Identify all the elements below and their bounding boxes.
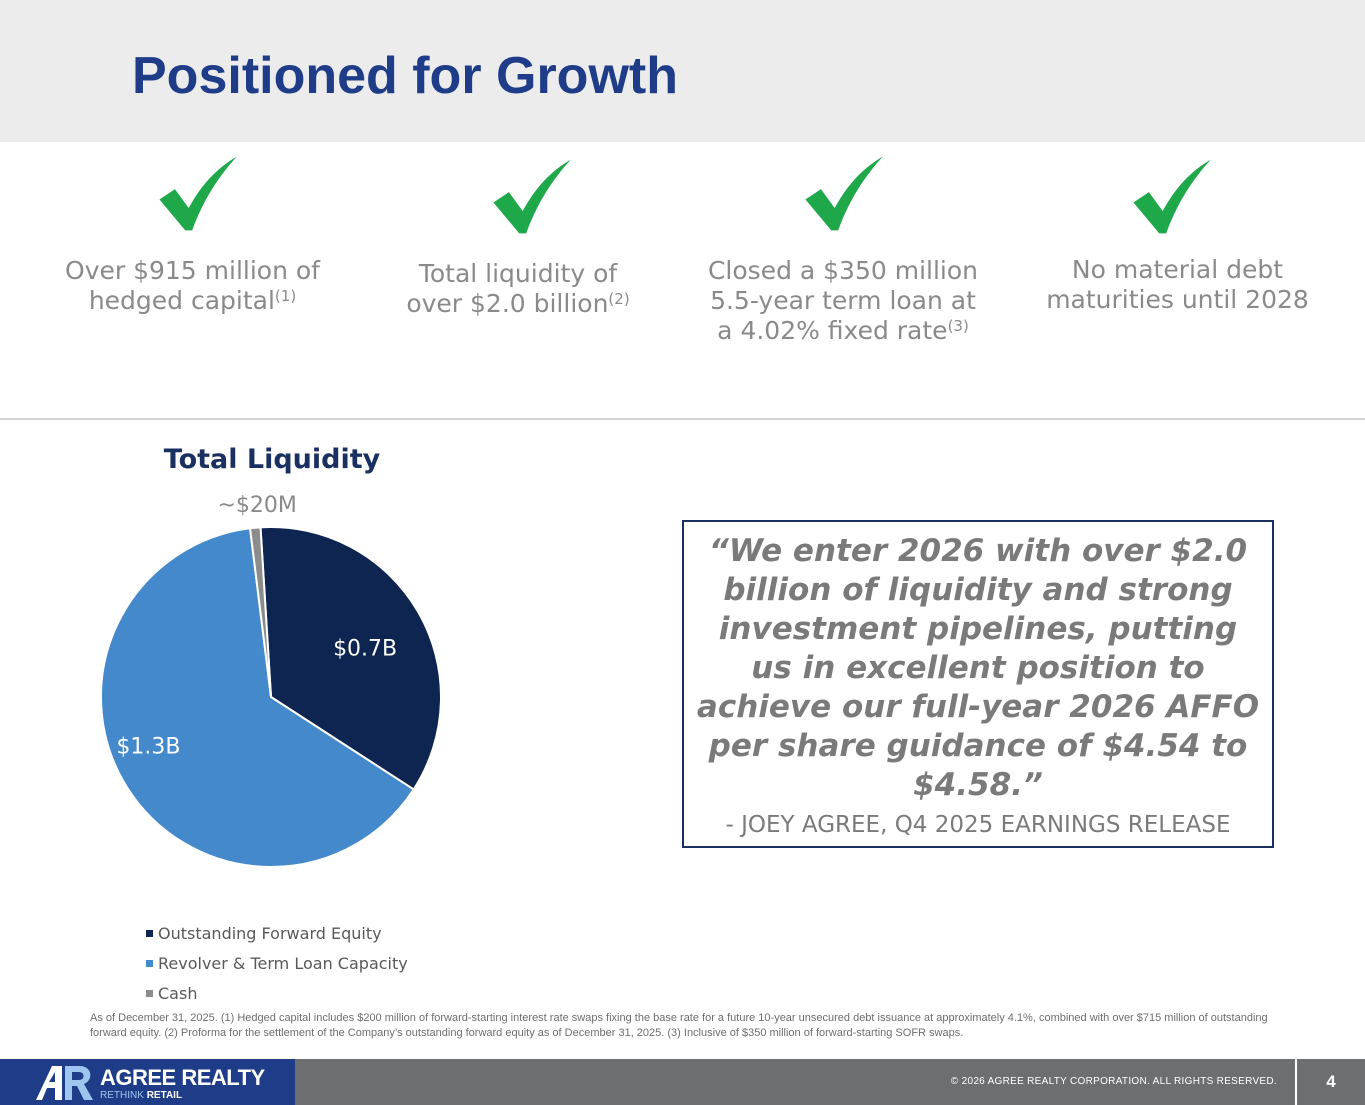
chart-title: Total Liquidity xyxy=(163,444,381,475)
chart-legend: Outstanding Forward Equity Revolver & Te… xyxy=(146,918,408,1008)
highlight-line: Over $915 million of xyxy=(65,256,320,285)
liquidity-pie-chart: $0.7B $1.3B ~$20M xyxy=(100,493,442,868)
company-logo[interactable]: AGREE REALTY RETHINK RETAIL xyxy=(0,1059,295,1105)
footnote-ref: (2) xyxy=(608,290,630,308)
highlight-line: No material debt xyxy=(1071,255,1284,284)
pie-data-label: $0.7B xyxy=(333,637,397,662)
highlight-line: Total liquidity of xyxy=(418,259,618,288)
agree-logo-icon xyxy=(36,1066,93,1100)
highlight-hedged-capital: Over $915 million of hedged capital(1) xyxy=(40,256,345,316)
page-number: 4 xyxy=(1326,1072,1336,1091)
legend-item: Revolver & Term Loan Capacity xyxy=(146,948,408,978)
checkmark-icon xyxy=(159,156,237,231)
page-title: Positioned for Growth xyxy=(132,47,678,105)
footer-bar: AGREE REALTY RETHINK RETAIL © 2026 AGREE… xyxy=(0,1059,1365,1105)
highlight-text: a 4.02% fixed rate xyxy=(717,316,948,345)
legend-item: Outstanding Forward Equity xyxy=(146,918,408,948)
tagline-suffix: RETAIL xyxy=(146,1090,183,1101)
pie-slice-outstanding-forward-equity xyxy=(259,526,442,791)
highlight-text: over $2.0 billion xyxy=(406,289,609,318)
checkmark-icon xyxy=(805,156,883,231)
tagline-prefix: RETHINK xyxy=(100,1090,144,1101)
pie-data-label: ~$20M xyxy=(217,493,296,518)
legend-label: Revolver & Term Loan Capacity xyxy=(158,953,408,973)
highlight-text: hedged capital xyxy=(88,286,275,315)
pie-slice-revolver-term-loan-capacity xyxy=(100,527,416,868)
legend-label: Outstanding Forward Equity xyxy=(158,923,382,943)
pie-slice-cash xyxy=(248,526,272,698)
quote-text: “We enter 2026 with over $2.0 billion of… xyxy=(696,533,1260,803)
legend-swatch xyxy=(146,989,153,997)
quote-box: “We enter 2026 with over $2.0 billion of… xyxy=(682,520,1274,848)
legend-item: Cash xyxy=(146,978,408,1008)
section-divider xyxy=(0,418,1365,420)
highlight-line: a 4.02% fixed rate(3) xyxy=(693,316,993,346)
footnote-ref: (1) xyxy=(274,287,297,305)
legend-swatch xyxy=(146,929,153,937)
highlight-line: maturities until 2028 xyxy=(1046,285,1309,314)
legend-label: Cash xyxy=(158,983,198,1003)
logo-wordmark: AGREE REALTY xyxy=(100,1065,265,1090)
legend-swatch xyxy=(146,959,153,967)
highlight-term-loan: Closed a $350 million 5.5-year term loan… xyxy=(693,256,993,346)
footnote-ref: (3) xyxy=(947,317,969,335)
quote-attribution: - JOEY AGREE, Q4 2025 EARNINGS RELEASE xyxy=(725,812,1231,838)
highlight-line: 5.5-year term loan at xyxy=(710,286,976,315)
logo-tagline: RETHINK RETAIL xyxy=(100,1090,182,1101)
highlight-line: Closed a $350 million xyxy=(707,256,979,285)
header-band: Positioned for Growth xyxy=(0,0,1365,142)
highlight-line: over $2.0 billion(2) xyxy=(368,289,668,319)
highlight-line: hedged capital(1) xyxy=(40,286,345,316)
copyright-text: © 2026 AGREE REALTY CORPORATION. ALL RIG… xyxy=(950,1076,1277,1087)
pie-data-label: $1.3B xyxy=(116,734,180,759)
highlight-total-liquidity: Total liquidity of over $2.0 billion(2) xyxy=(368,259,668,319)
footnote: As of December 31, 2025. (1) Hedged capi… xyxy=(90,1012,1268,1039)
checkmark-icon xyxy=(493,159,571,234)
footer-separator xyxy=(1295,1059,1297,1105)
checkmark-icon xyxy=(1133,159,1211,234)
highlight-debt-maturities: No material debt maturities until 2028 xyxy=(1030,255,1325,315)
